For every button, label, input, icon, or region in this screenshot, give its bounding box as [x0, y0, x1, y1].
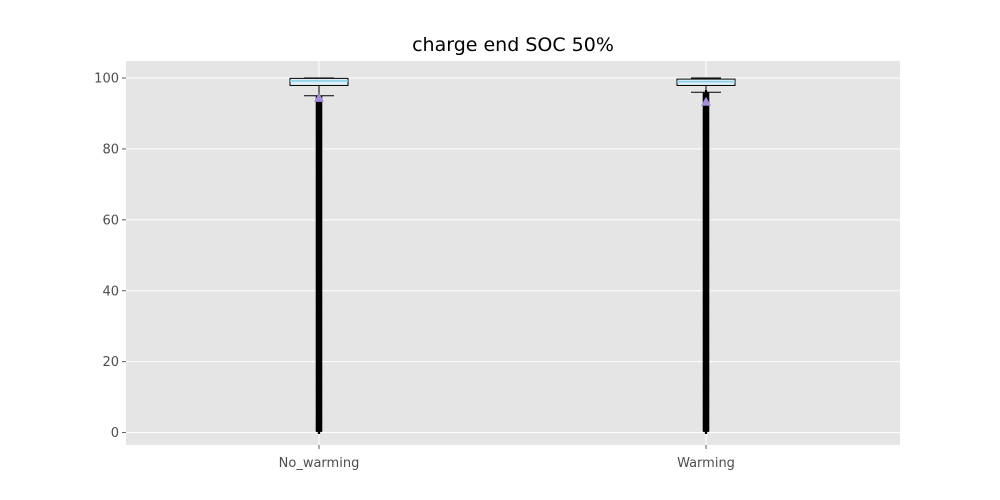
- mean-marker: [701, 96, 711, 106]
- y-tick-label: 0: [111, 426, 119, 441]
- axes: 0 20 40 60 80 100 No_warming Warming: [94, 72, 735, 471]
- plot-background: [126, 61, 900, 445]
- box-body: [289, 77, 349, 86]
- y-tick-label: 40: [102, 284, 119, 299]
- outlier-points: [702, 90, 710, 435]
- box-series: [289, 77, 736, 435]
- box-group-no-warming: [289, 77, 349, 435]
- box-group-warming: [676, 77, 736, 435]
- y-tick-label: 100: [94, 72, 119, 87]
- y-tick-label: 20: [102, 355, 119, 370]
- x-tick-label: No_warming: [279, 456, 360, 471]
- outlier-points: [315, 93, 323, 435]
- chart-title: charge end SOC 50%: [412, 34, 614, 56]
- y-tick-label: 80: [102, 142, 119, 157]
- mean-marker: [314, 92, 324, 102]
- x-tick-label: Warming: [677, 456, 735, 471]
- grid-lines: [126, 61, 900, 445]
- y-tick-label: 60: [102, 213, 119, 228]
